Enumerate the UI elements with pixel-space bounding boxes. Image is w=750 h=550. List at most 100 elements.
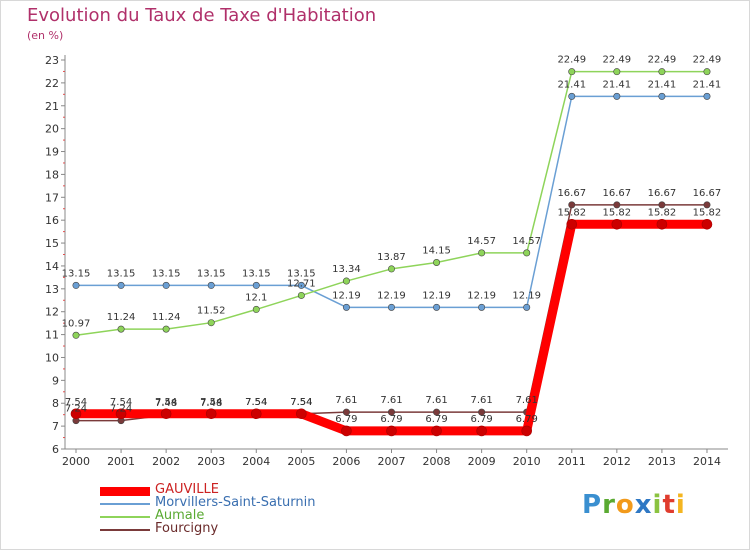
data-point-gauville xyxy=(115,408,127,420)
data-label-fourcigny: 16.67 xyxy=(603,188,632,199)
x-tick-label: 2009 xyxy=(468,455,496,468)
data-label-fourcigny: 16.67 xyxy=(557,188,586,199)
x-tick-label: 2012 xyxy=(603,455,631,468)
data-label-gauville: 6.79 xyxy=(470,414,492,425)
legend-label: Aumale xyxy=(155,508,205,523)
data-label-aumale: 14.57 xyxy=(467,236,496,247)
legend-swatch xyxy=(100,487,150,496)
x-tick-label: 2006 xyxy=(332,455,360,468)
data-label-morvillers-saint-saturnin: 12.19 xyxy=(512,290,541,301)
x-tick-label: 2004 xyxy=(242,455,270,468)
data-point-morvillers-saint-saturnin xyxy=(342,303,350,311)
data-point-fourcigny xyxy=(342,408,350,416)
data-label-gauville: 7.54 xyxy=(110,397,132,408)
data-label-morvillers-saint-saturnin: 13.15 xyxy=(152,268,181,279)
legend-item: GAUVILLE xyxy=(100,483,400,497)
data-label-aumale: 22.49 xyxy=(603,55,632,66)
x-tick-label: 2014 xyxy=(693,455,721,468)
data-point-morvillers-saint-saturnin xyxy=(568,92,576,100)
data-label-gauville: 7.54 xyxy=(245,397,267,408)
data-point-gauville xyxy=(476,425,487,437)
y-tick-label: 13 xyxy=(45,283,59,296)
data-point-morvillers-saint-saturnin xyxy=(252,281,260,289)
data-point-gauville xyxy=(521,425,533,437)
proxiti-logo: Proxiti xyxy=(582,490,686,520)
data-label-gauville: 7.54 xyxy=(155,397,177,408)
data-point-fourcigny xyxy=(387,408,395,416)
data-point-morvillers-saint-saturnin xyxy=(297,281,305,289)
data-label-morvillers-saint-saturnin: 13.15 xyxy=(107,268,136,279)
y-tick-label: 8 xyxy=(52,397,59,410)
data-label-fourcigny: 7.24 xyxy=(110,404,132,415)
data-point-aumale xyxy=(252,305,260,313)
chart-title: Evolution du Taux de Taxe d'Habitation xyxy=(27,5,377,26)
data-label-gauville: 15.82 xyxy=(557,207,586,218)
data-label-morvillers-saint-saturnin: 12.19 xyxy=(377,290,406,301)
data-label-morvillers-saint-saturnin: 12.19 xyxy=(467,290,496,301)
data-point-morvillers-saint-saturnin xyxy=(162,281,170,289)
data-label-gauville: 15.82 xyxy=(603,207,632,218)
data-label-fourcigny: 7.48 xyxy=(200,398,222,409)
y-tick-label: 17 xyxy=(45,191,59,204)
data-point-morvillers-saint-saturnin xyxy=(658,92,666,100)
data-label-gauville: 6.79 xyxy=(335,414,357,425)
data-label-morvillers-saint-saturnin: 12.19 xyxy=(422,290,451,301)
data-label-morvillers-saint-saturnin: 21.41 xyxy=(557,79,586,90)
data-label-morvillers-saint-saturnin: 13.15 xyxy=(197,268,226,279)
data-label-aumale: 12.1 xyxy=(245,292,267,303)
legend-item: Morvillers-Saint-Saturnin xyxy=(100,496,400,510)
data-label-fourcigny: 7.54 xyxy=(245,397,267,408)
x-tick-label: 2002 xyxy=(152,455,180,468)
data-point-gauville xyxy=(431,425,442,437)
data-point-fourcigny xyxy=(658,201,666,209)
y-tick-label: 18 xyxy=(45,168,59,181)
data-point-gauville xyxy=(341,425,352,437)
data-label-gauville: 6.79 xyxy=(425,414,447,425)
y-tick-label: 11 xyxy=(45,329,59,342)
data-label-aumale: 22.49 xyxy=(648,55,677,66)
data-point-morvillers-saint-saturnin xyxy=(523,303,531,311)
data-label-morvillers-saint-saturnin: 21.41 xyxy=(648,79,677,90)
data-point-aumale xyxy=(703,68,711,76)
data-label-morvillers-saint-saturnin: 12.19 xyxy=(332,290,361,301)
data-label-fourcigny: 7.54 xyxy=(290,397,312,408)
y-tick-label: 16 xyxy=(45,214,59,227)
data-point-fourcigny xyxy=(613,201,621,209)
data-label-aumale: 13.87 xyxy=(377,252,406,263)
legend-label: Fourcigny xyxy=(155,521,219,536)
data-label-aumale: 22.49 xyxy=(693,55,722,66)
data-point-aumale xyxy=(658,68,666,76)
data-point-fourcigny xyxy=(433,408,441,416)
data-point-morvillers-saint-saturnin xyxy=(478,303,486,311)
data-label-gauville: 7.54 xyxy=(200,397,222,408)
legend-item: Fourcigny xyxy=(100,521,400,536)
y-tick-label: 21 xyxy=(45,100,59,113)
y-tick-label: 22 xyxy=(45,77,59,90)
data-point-gauville xyxy=(296,408,307,420)
y-tick-label: 15 xyxy=(45,237,59,250)
y-tick-label: 23 xyxy=(45,54,59,67)
y-tick-label: 12 xyxy=(45,306,59,319)
data-point-morvillers-saint-saturnin xyxy=(703,92,711,100)
data-label-fourcigny: 7.24 xyxy=(65,404,87,415)
data-point-aumale xyxy=(613,68,621,76)
data-point-morvillers-saint-saturnin xyxy=(433,303,441,311)
data-point-gauville xyxy=(386,425,397,437)
x-tick-label: 2003 xyxy=(197,455,225,468)
x-tick-label: 2007 xyxy=(377,455,405,468)
x-tick-label: 2000 xyxy=(62,455,90,468)
data-label-morvillers-saint-saturnin: 13.15 xyxy=(287,268,316,279)
data-point-morvillers-saint-saturnin xyxy=(387,303,395,311)
data-label-fourcigny: 16.67 xyxy=(693,188,722,199)
data-label-fourcigny: 7.61 xyxy=(516,395,538,406)
x-tick-label: 2013 xyxy=(648,455,676,468)
data-label-aumale: 14.15 xyxy=(422,246,451,257)
data-label-aumale: 11.24 xyxy=(107,312,136,323)
unit-label: (en %) xyxy=(27,29,64,42)
legend-swatch xyxy=(100,529,150,531)
data-point-aumale xyxy=(478,249,486,257)
data-point-gauville xyxy=(205,408,217,420)
data-point-morvillers-saint-saturnin xyxy=(117,281,125,289)
